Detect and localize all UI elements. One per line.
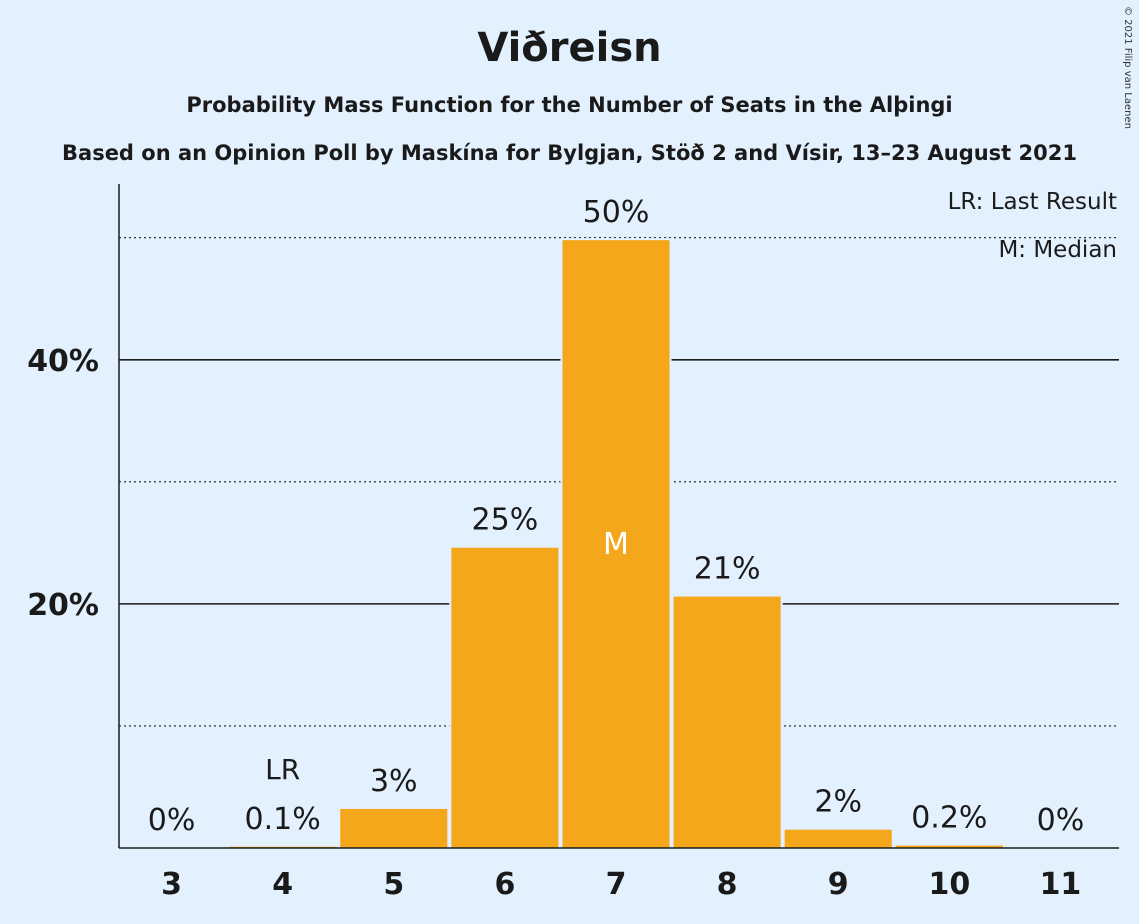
bars xyxy=(227,238,1005,848)
x-tick-label-10: 10 xyxy=(928,867,970,902)
chart-source-subtitle: Based on an Opinion Poll by Maskína for … xyxy=(62,141,1077,165)
data-label-7: 50% xyxy=(583,195,650,230)
x-tick-label-6: 6 xyxy=(494,867,515,902)
legend: LR: Last Result M: Median xyxy=(948,189,1117,263)
x-tick-label-5: 5 xyxy=(383,867,404,902)
last-result-marker: LR xyxy=(265,753,300,786)
legend-last-result: LR: Last Result xyxy=(948,189,1117,215)
x-tick-label-11: 11 xyxy=(1040,867,1082,902)
y-tick-label: 40% xyxy=(27,344,99,379)
data-label-4: 0.1% xyxy=(245,802,321,837)
bar-5 xyxy=(340,808,448,848)
x-tick-label-8: 8 xyxy=(717,867,738,902)
data-label-8: 21% xyxy=(694,552,761,587)
axes: 20% 40% 3 4 5 6 7 8 9 10 11 xyxy=(27,184,1119,902)
data-labels: 0% 0.1% LR 3% 25% 50% M 21% 2% 0.2% 0% xyxy=(148,195,1084,838)
data-label-11: 0% xyxy=(1037,803,1085,838)
y-tick-label: 20% xyxy=(27,588,99,623)
data-label-10: 0.2% xyxy=(911,801,987,836)
bar-6 xyxy=(451,547,559,848)
bar-gap xyxy=(227,844,339,848)
data-label-5: 3% xyxy=(370,764,418,799)
bar-8 xyxy=(673,596,781,848)
x-tick-label-7: 7 xyxy=(606,867,627,902)
bar-7 xyxy=(562,240,670,848)
chart-subtitle: Probability Mass Function for the Number… xyxy=(186,93,953,117)
x-tick-label-4: 4 xyxy=(272,867,293,902)
median-marker: M xyxy=(603,527,629,562)
data-label-9: 2% xyxy=(814,785,862,820)
chart-title: Viðreisn xyxy=(477,25,662,71)
data-label-3: 0% xyxy=(148,803,196,838)
legend-median: M: Median xyxy=(998,237,1117,263)
x-tick-label-3: 3 xyxy=(161,867,182,902)
data-label-6: 25% xyxy=(472,503,539,538)
x-tick-label-9: 9 xyxy=(828,867,849,902)
bar-9 xyxy=(784,829,892,848)
bar-10 xyxy=(895,845,1003,848)
